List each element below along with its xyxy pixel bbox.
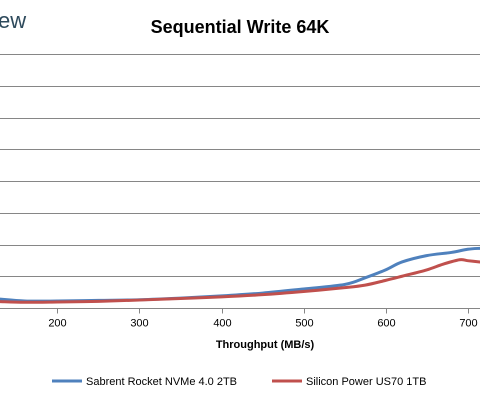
series-lines bbox=[0, 246, 480, 304]
x-tick-label-600: 600 bbox=[377, 318, 395, 330]
legend: Sabrent Rocket NVMe 4.0 2TB Silicon Power… bbox=[52, 376, 426, 388]
x-tick-label-200: 200 bbox=[48, 318, 66, 330]
legend-label-0: Sabrent Rocket NVMe 4.0 2TB bbox=[86, 376, 237, 388]
x-tick-label-400: 400 bbox=[213, 318, 231, 330]
x-tick-label-500: 500 bbox=[295, 318, 313, 330]
x-tick-label-700: 700 bbox=[459, 318, 477, 330]
x-axis-title: Throughput (MB/s) bbox=[216, 339, 315, 351]
chart-title: Sequential Write 64K bbox=[151, 17, 330, 37]
x-tick-label-300: 300 bbox=[130, 318, 148, 330]
legend-label-1: Silicon Power US70 1TB bbox=[306, 376, 426, 388]
brand-logo-fragment: ew bbox=[0, 8, 26, 33]
x-axis-ticks: 200 300 400 500 600 700 bbox=[48, 308, 478, 330]
series-line-1 bbox=[0, 258, 480, 304]
gridlines bbox=[0, 54, 480, 277]
